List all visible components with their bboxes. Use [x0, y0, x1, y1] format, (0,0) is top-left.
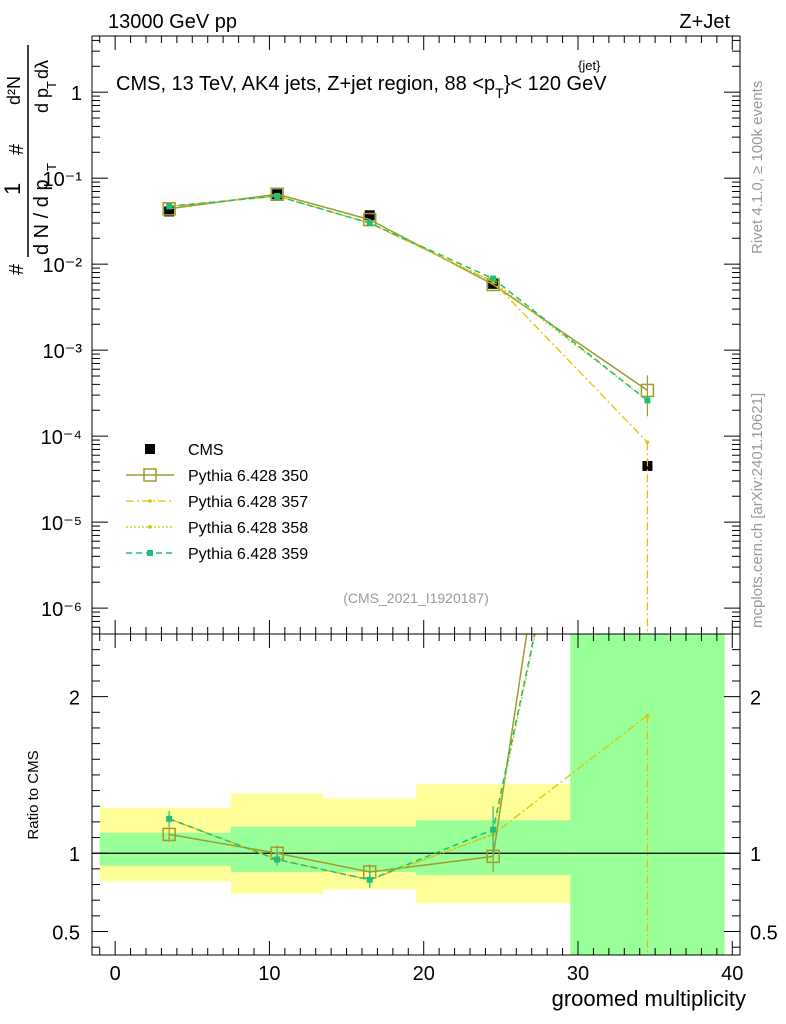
legend-label-0: CMS: [188, 442, 224, 459]
main-y-tick-label-6: 10⁻⁶: [41, 599, 82, 621]
main-ylabel: # 1 d N / d p T # d²N d p T dλ: [0, 45, 59, 275]
ylabel-right-den: d p: [32, 88, 52, 113]
main-y-tick-label-4: 10⁻⁴: [41, 427, 82, 449]
ylabel-denominator: d N / d p: [31, 179, 53, 255]
ratio-y-tick-label-r-2: 2: [750, 688, 761, 710]
ratio-line-2: [168, 633, 536, 881]
series-line-3: [169, 195, 648, 401]
cms-point-2: [364, 210, 375, 221]
band-green-0: [99, 832, 231, 866]
ratio-y-tick-label-l-2: 2: [69, 688, 80, 710]
x-tick-label-1: 10: [258, 963, 280, 985]
series-line-2: [169, 195, 648, 443]
series-line-4: [169, 195, 648, 401]
x-tick-label-2: 20: [413, 963, 435, 985]
series-1-point-1: [270, 187, 284, 201]
ratio-y-tick-label-l-0: 0.5: [52, 923, 80, 945]
legend: CMS Pythia 6.428 350 Pythia 6.428 357 Pythi…: [126, 442, 308, 563]
ylabel-right-prefix: #: [6, 143, 28, 155]
header-right: Z+Jet: [679, 11, 730, 33]
series-line-1: [168, 193, 648, 392]
legend-label-3: Pythia 6.428 358: [188, 520, 308, 537]
ratio-y-tick-label-r-0: 0.5: [750, 923, 778, 945]
series-4-point-0: [166, 203, 173, 210]
plot-title: CMS, 13 TeV, AK4 jets, Z+jet region, 88 …: [116, 58, 607, 101]
ratio-bands: [92, 634, 740, 955]
main-frame: [91, 35, 741, 635]
ylabel-prefix: #: [6, 263, 28, 275]
ratio-plot: [162, 633, 650, 955]
cms-point-0: [164, 206, 175, 217]
legend-marker-2: [148, 499, 152, 503]
ratio-frame: [91, 633, 741, 956]
x-tick-label-4: 40: [721, 963, 743, 985]
legend-marker-0: [145, 444, 155, 454]
legend-marker-4: [147, 550, 153, 556]
ratio-y-tick-label-r-1: 1: [750, 844, 761, 866]
main-y-tick-label-5: 10⁻⁵: [41, 513, 82, 535]
legend-marker-3: [148, 525, 152, 529]
title-text: CMS, 13 TeV, AK4 jets, Z+jet region, 88 …: [116, 73, 607, 101]
legend-label-2: Pythia 6.428 357: [188, 494, 308, 511]
mcplots-label: mcplots.cern.ch [arXiv:2401.10621]: [749, 393, 766, 628]
main-y-tick-label-1: 10⁻¹: [43, 169, 83, 191]
band-green-4: [570, 634, 725, 955]
rivet-label: Rivet 4.1.0, ≥ 100k events: [749, 81, 766, 254]
analysis-id: (CMS_2021_I1920187): [343, 590, 489, 606]
main-y-tick-label-2: 10⁻²: [43, 255, 83, 277]
xlabel: groomed multiplicity: [552, 986, 746, 1011]
series-4-point-1: [274, 193, 281, 200]
ylabel-right-num: d²N: [4, 76, 24, 105]
ylabel-right-den-tail: dλ: [32, 60, 52, 79]
axes: 0 10 20 30 40 1 10⁻¹ 10⁻² 10⁻³ 10⁻⁴ 10⁻⁵ 10⁻⁶ 0.5 0.5…: [41, 35, 778, 985]
series-1-point-0: [162, 202, 176, 216]
x-tick-label-3: 30: [567, 963, 589, 985]
legend-label-1: Pythia 6.428 350: [188, 468, 308, 485]
title-superscript: {jet}: [578, 58, 601, 73]
main-y-tick-label-0: 1: [71, 83, 82, 105]
header-left: 13000 GeV pp: [108, 11, 237, 33]
ratio-y-tick-label-l-1: 1: [69, 844, 80, 866]
ylabel-numerator: 1: [0, 183, 25, 195]
ylabel-right-den-sub: T: [44, 81, 59, 89]
ratio-ylabel: Ratio to CMS: [25, 750, 42, 839]
series-4-point-3: [490, 275, 497, 282]
series-4-point-4: [644, 397, 651, 404]
main-y-tick-label-3: 10⁻³: [43, 341, 83, 363]
legend-label-4: Pythia 6.428 359: [188, 546, 308, 563]
series-4-point-2: [366, 220, 373, 227]
main-plot: [162, 187, 655, 634]
x-tick-label-0: 0: [110, 963, 121, 985]
ylabel-denominator-sub: T: [44, 163, 59, 171]
legend-marker-1: [143, 468, 157, 482]
